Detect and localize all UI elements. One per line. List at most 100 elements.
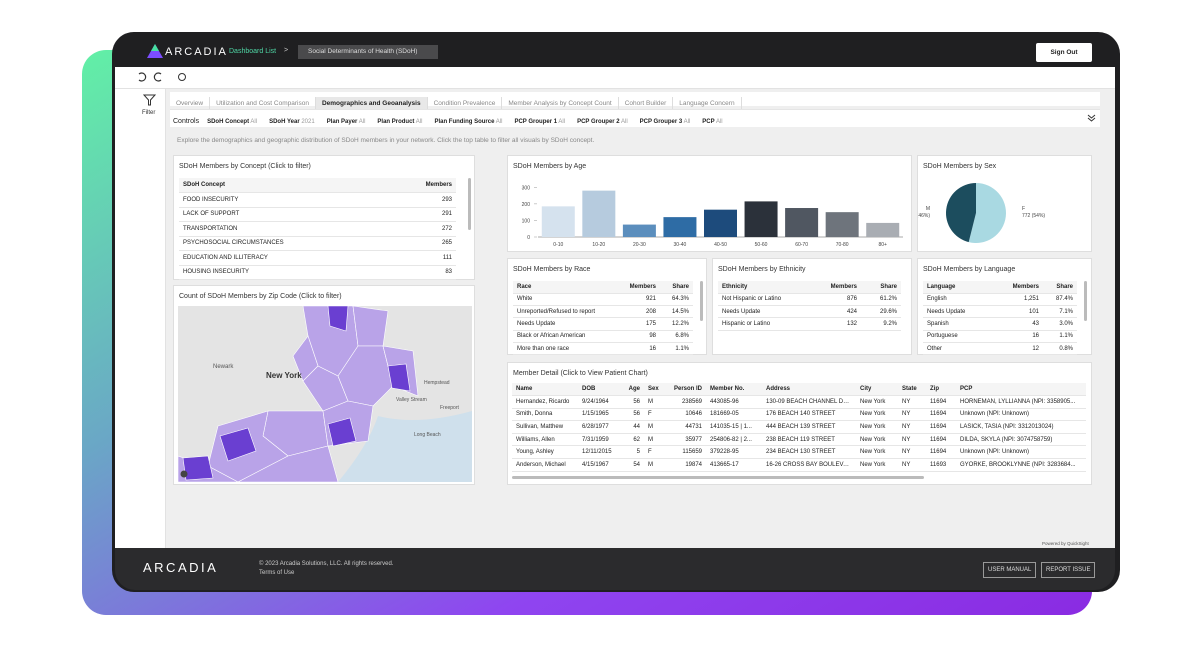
table-cell: 56 <box>624 395 644 409</box>
tab[interactable]: Overview <box>170 97 211 111</box>
table-cell: 234 BEACH 130 STREET <box>762 445 856 460</box>
table-row[interactable]: Needs Update 101 7.1% <box>923 305 1077 319</box>
control[interactable]: PCP Grouper 1 All <box>514 114 565 131</box>
control-value: All <box>683 119 691 125</box>
tab[interactable]: Cohort Builder <box>619 97 674 111</box>
table-cell: 44731 <box>668 420 706 434</box>
sign-out-button[interactable]: Sign Out <box>1036 43 1092 62</box>
bar[interactable] <box>825 212 859 237</box>
table-row[interactable]: HOUSING INSECURITY 83 <box>179 265 456 280</box>
table-cell: 83 <box>394 265 456 280</box>
bar[interactable] <box>866 222 900 237</box>
table-row[interactable]: More than one race 16 1.1% <box>513 342 693 356</box>
table-row[interactable]: White 921 64.3% <box>513 293 693 307</box>
control-name: SDoH Year <box>269 119 300 125</box>
bar[interactable] <box>663 217 697 237</box>
bar[interactable] <box>785 208 819 237</box>
table-cell: 11693 <box>926 458 956 472</box>
table-row[interactable]: Needs Update 424 29.6% <box>718 305 901 319</box>
table-row[interactable]: Hispanic or Latino 132 9.2% <box>718 317 901 331</box>
bar[interactable] <box>622 224 656 237</box>
tab[interactable]: Utilization and Cost Comparison <box>210 97 316 111</box>
control[interactable]: SDoH Concept All <box>207 114 257 131</box>
table-row[interactable]: Other 12 0.8% <box>923 342 1077 356</box>
tab[interactable]: Condition Prevalence <box>428 97 503 111</box>
scrollbar[interactable] <box>700 281 703 321</box>
table-cell: 56 <box>624 408 644 422</box>
table-row[interactable]: Young, Ashley 12/11/2015 5 F 115659 379228-95… <box>512 445 1086 460</box>
pie-slice[interactable] <box>968 183 1006 243</box>
footer-button[interactable]: REPORT ISSUE <box>1041 562 1096 578</box>
h-scrollbar[interactable] <box>512 476 924 479</box>
terms-link[interactable]: Terms of Use <box>259 570 295 576</box>
column-header: Ethnicity <box>718 281 813 294</box>
table-row[interactable]: Needs Update 175 12.2% <box>513 317 693 331</box>
info-icon[interactable] <box>180 470 188 478</box>
map-panel: Count of SDoH Members by Zip Code (Click… <box>173 285 475 485</box>
table-cell: Williams, Allen <box>512 433 578 447</box>
language-panel: SDoH Members by Language Language Members… <box>917 258 1092 356</box>
panel-title: SDoH Members by Age <box>513 163 587 170</box>
control[interactable]: PCP Grouper 3 All <box>640 114 691 131</box>
table-cell: 921 <box>618 293 660 307</box>
scrollbar[interactable] <box>468 178 471 230</box>
control[interactable]: Plan Funding Source All <box>434 114 502 131</box>
table-cell: 87.4% <box>1043 293 1077 307</box>
table-row[interactable]: Unreported/Refused to report 208 14.5% <box>513 305 693 319</box>
table-cell: 272 <box>394 221 456 237</box>
control[interactable]: Plan Payer All <box>327 114 366 131</box>
table-cell: DILDA, SKYLA (NPI: 3074758759) <box>956 433 1086 447</box>
table-row[interactable]: TRANSPORTATION 272 <box>179 221 456 237</box>
reset-icon[interactable] <box>178 73 186 81</box>
bar[interactable] <box>704 209 737 237</box>
column-header: Share <box>660 281 693 294</box>
table-row[interactable]: Smith, Donna 1/15/1965 56 F 10646 181669-05 17… <box>512 408 1086 422</box>
table-cell: 443085-96 <box>706 395 762 409</box>
table-row[interactable]: Hernandez, Ricardo 9/24/1964 56 M 238569 4430… <box>512 395 1086 409</box>
table-cell: Unknown (NPI: Unknown) <box>956 445 1086 460</box>
pie-slice[interactable] <box>946 183 976 243</box>
table-cell: 238 BEACH 119 STREET <box>762 433 856 447</box>
control[interactable]: SDoH Year 2021 <box>269 114 315 131</box>
control[interactable]: PCP All <box>702 114 722 131</box>
redo-icon[interactable] <box>153 72 162 82</box>
bar[interactable] <box>582 190 616 237</box>
filter-icon[interactable] <box>143 94 156 106</box>
table: Ethnicity Members Share Not Hispanic or Lat… <box>718 281 901 331</box>
table-row[interactable]: Anderson, Michael 4/15/1967 54 M 19874 413665… <box>512 458 1086 472</box>
table-row[interactable]: PSYCHOSOCIAL CIRCUMSTANCES 265 <box>179 236 456 251</box>
column-header: Members <box>618 281 660 294</box>
undo-icon[interactable] <box>138 72 147 82</box>
tab[interactable]: Member Analysis by Concept Count <box>502 97 619 111</box>
column-header: Zip <box>926 383 956 397</box>
table-row[interactable]: Not Hispanic or Latino 876 61.2% <box>718 293 901 307</box>
scrollbar[interactable] <box>1084 281 1087 321</box>
table-row[interactable]: EDUCATION AND ILLITERACY 111 <box>179 250 456 266</box>
table-row[interactable]: English 1,251 87.4% <box>923 293 1077 307</box>
table-row[interactable]: Black or African American 98 6.8% <box>513 330 693 343</box>
table-cell: 444 BEACH 139 STREET <box>762 420 856 434</box>
table-row[interactable]: FOOD INSECURITY 293 <box>179 192 456 208</box>
control[interactable]: Plan Product All <box>377 114 422 131</box>
footer-button[interactable]: USER MANUAL <box>983 562 1037 578</box>
table-row[interactable]: Portuguese 16 1.1% <box>923 330 1077 343</box>
control[interactable]: PCP Grouper 2 All <box>577 114 628 131</box>
zip-regions-high <box>182 306 411 481</box>
table-cell: Needs Update <box>718 305 813 319</box>
table-row[interactable]: Williams, Allen 7/31/1959 62 M 35977 254806-8… <box>512 433 1086 447</box>
dashboard-dropdown[interactable]: Social Determinants of Health (SDoH) <box>298 45 438 59</box>
table-cell: 238569 <box>668 395 706 409</box>
bar[interactable] <box>541 206 575 237</box>
map[interactable]: Newark New York Hempstead Valley Stream … <box>178 306 472 482</box>
tab[interactable]: Demographics and Geoanalysis <box>315 97 428 111</box>
bar[interactable] <box>744 201 778 237</box>
expand-icon[interactable] <box>1087 113 1096 122</box>
table-row[interactable]: Sullivan, Matthew 6/28/1977 44 M 44731 141035… <box>512 420 1086 434</box>
tab[interactable]: Language Concern <box>673 97 742 111</box>
table-cell: 11694 <box>926 445 956 460</box>
table-row[interactable]: LACK OF SUPPORT 291 <box>179 207 456 222</box>
filter-label[interactable]: Filter <box>142 110 156 116</box>
table-row[interactable]: Spanish 43 3.0% <box>923 317 1077 331</box>
breadcrumb[interactable]: Dashboard List <box>229 48 277 55</box>
table-cell: 0.8% <box>1043 342 1077 356</box>
